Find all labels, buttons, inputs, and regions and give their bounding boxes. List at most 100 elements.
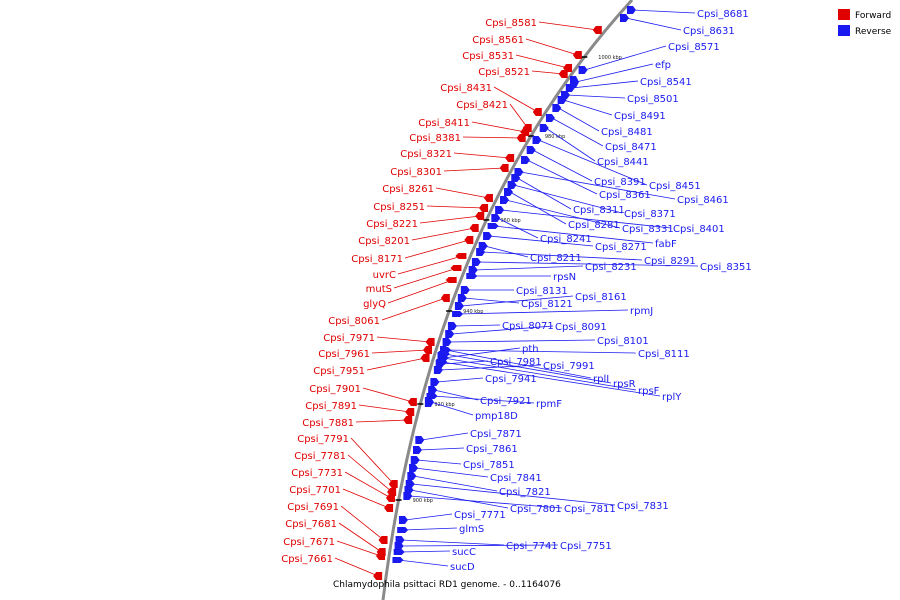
forward-gene-label[interactable]: Cpsi_7881 [302, 418, 354, 429]
forward-gene-label[interactable]: Cpsi_8521 [478, 67, 530, 78]
reverse-gene-Cpsi_8271[interactable] [483, 232, 493, 240]
forward-gene-label[interactable]: Cpsi_7781 [294, 451, 346, 462]
reverse-gene-Cpsi_8311[interactable] [511, 174, 521, 182]
forward-gene-label[interactable]: Cpsi_8061 [328, 316, 380, 327]
reverse-gene-label[interactable]: Cpsi_8071 [502, 321, 554, 332]
reverse-gene-sucD[interactable] [392, 557, 404, 563]
reverse-gene-label[interactable]: rplY [662, 392, 682, 403]
reverse-gene-label[interactable]: Cpsi_7921 [480, 396, 532, 407]
reverse-gene-label[interactable]: rpmJ [630, 306, 653, 317]
forward-gene-label[interactable]: Cpsi_8261 [382, 184, 434, 195]
reverse-gene-Cpsi_8571[interactable] [578, 66, 588, 74]
reverse-gene-Cpsi_8471[interactable] [545, 114, 555, 122]
reverse-gene-Cpsi_8681[interactable] [626, 6, 636, 14]
reverse-gene-sucC[interactable] [393, 549, 405, 555]
reverse-gene-rpsN[interactable] [466, 273, 478, 279]
reverse-gene-label[interactable]: Cpsi_7841 [490, 473, 542, 484]
reverse-gene-label[interactable]: Cpsi_8361 [599, 190, 651, 201]
reverse-gene-label[interactable]: Cpsi_7871 [470, 429, 522, 440]
reverse-gene-label[interactable]: Cpsi_8541 [640, 77, 692, 88]
reverse-gene-label[interactable]: efp [655, 60, 671, 71]
reverse-gene-Cpsi_8101[interactable] [442, 338, 452, 346]
reverse-gene-Cpsi_8451[interactable] [532, 136, 542, 144]
reverse-gene-label[interactable]: Cpsi_8461 [677, 195, 729, 206]
reverse-gene-label[interactable]: Cpsi_8631 [683, 26, 735, 37]
forward-gene-label[interactable]: Cpsi_8201 [358, 236, 410, 247]
reverse-gene-Cpsi_8331[interactable] [499, 196, 509, 204]
reverse-gene-Cpsi_8291[interactable] [476, 248, 486, 256]
reverse-gene-Cpsi_7991[interactable] [433, 366, 443, 374]
reverse-gene-Cpsi_7811[interactable] [403, 492, 413, 500]
reverse-gene-label[interactable]: Cpsi_8091 [555, 322, 607, 333]
forward-gene-label[interactable]: Cpsi_8421 [456, 100, 508, 111]
forward-gene-label[interactable]: Cpsi_7791 [297, 434, 349, 445]
reverse-gene-label[interactable]: rpsR [613, 379, 636, 390]
reverse-gene-Cpsi_7921[interactable] [428, 386, 438, 394]
reverse-gene-label[interactable]: Cpsi_8471 [605, 142, 657, 153]
reverse-gene-label[interactable]: pth [522, 344, 539, 355]
reverse-gene-Cpsi_7861[interactable] [412, 446, 422, 454]
reverse-gene-Cpsi_8361[interactable] [521, 156, 531, 164]
reverse-gene-label[interactable]: Cpsi_7771 [454, 510, 506, 521]
forward-gene-label[interactable]: Cpsi_8381 [409, 133, 461, 144]
reverse-gene-Cpsi_7751[interactable] [394, 542, 404, 550]
forward-gene-label[interactable]: Cpsi_8321 [400, 149, 452, 160]
forward-gene-label[interactable]: Cpsi_7971 [323, 333, 375, 344]
reverse-gene-label[interactable]: Cpsi_7801 [510, 504, 562, 515]
reverse-gene-label[interactable]: Cpsi_8351 [700, 262, 752, 273]
forward-gene-uvrC[interactable] [455, 253, 467, 259]
forward-gene-label[interactable]: Cpsi_8581 [485, 18, 537, 29]
reverse-gene-label[interactable]: Cpsi_8101 [597, 336, 649, 347]
reverse-gene-label[interactable]: Cpsi_7981 [490, 357, 542, 368]
reverse-gene-Cpsi_8131[interactable] [460, 286, 470, 294]
reverse-gene-label[interactable]: Cpsi_8371 [624, 209, 676, 220]
reverse-gene-Cpsi_8441[interactable] [539, 124, 549, 132]
reverse-gene-label[interactable]: Cpsi_8401 [673, 224, 725, 235]
forward-gene-label[interactable]: Cpsi_7731 [291, 468, 343, 479]
reverse-gene-label[interactable]: rplI [593, 374, 609, 385]
reverse-gene-Cpsi_8631[interactable] [619, 14, 629, 22]
reverse-gene-label[interactable]: rpmF [536, 399, 562, 410]
reverse-gene-label[interactable]: Cpsi_7991 [543, 361, 595, 372]
forward-gene-label[interactable]: Cpsi_7951 [313, 366, 365, 377]
reverse-gene-label[interactable]: Cpsi_8311 [573, 205, 625, 216]
forward-gene-label[interactable]: Cpsi_7961 [318, 349, 370, 360]
forward-gene-label[interactable]: Cpsi_8171 [351, 254, 403, 265]
reverse-gene-glmS[interactable] [397, 527, 409, 533]
reverse-gene-Cpsi_8281[interactable] [503, 188, 513, 196]
reverse-gene-label[interactable]: sucD [450, 562, 475, 573]
reverse-gene-Cpsi_8401[interactable] [495, 206, 505, 214]
reverse-gene-label[interactable]: Cpsi_7941 [485, 374, 537, 385]
reverse-gene-Cpsi_8071[interactable] [447, 322, 457, 330]
reverse-gene-label[interactable]: Cpsi_7831 [617, 501, 669, 512]
reverse-gene-Cpsi_7871[interactable] [415, 436, 425, 444]
forward-gene-label[interactable]: Cpsi_8531 [462, 51, 514, 62]
reverse-gene-Cpsi_7841[interactable] [409, 464, 419, 472]
reverse-gene-label[interactable]: Cpsi_8111 [638, 349, 690, 360]
reverse-gene-Cpsi_8161[interactable] [454, 302, 464, 310]
reverse-gene-Cpsi_8241[interactable] [491, 214, 501, 222]
reverse-gene-Cpsi_8351[interactable] [471, 258, 481, 266]
reverse-gene-label[interactable]: Cpsi_8571 [668, 42, 720, 53]
reverse-gene-label[interactable]: Cpsi_7851 [463, 460, 515, 471]
reverse-gene-label[interactable]: rpsF [638, 386, 660, 397]
reverse-gene-Cpsi_8391[interactable] [526, 146, 536, 154]
reverse-gene-label[interactable]: Cpsi_8451 [649, 181, 701, 192]
reverse-gene-label[interactable]: pmp18D [475, 411, 518, 422]
reverse-gene-label[interactable]: Cpsi_8161 [575, 292, 627, 303]
reverse-gene-label[interactable]: Cpsi_8391 [594, 177, 646, 188]
reverse-gene-Cpsi_8371[interactable] [507, 181, 517, 189]
forward-gene-label[interactable]: Cpsi_8561 [472, 35, 524, 46]
reverse-gene-fabF[interactable] [487, 223, 499, 229]
forward-gene-label[interactable]: Cpsi_7681 [285, 519, 337, 530]
reverse-gene-Cpsi_8541[interactable] [565, 84, 575, 92]
reverse-gene-label[interactable]: Cpsi_8441 [597, 157, 649, 168]
forward-gene-label[interactable]: Cpsi_8411 [418, 118, 470, 129]
reverse-gene-label[interactable]: Cpsi_8231 [585, 262, 637, 273]
forward-gene-label[interactable]: Cpsi_8301 [390, 167, 442, 178]
forward-gene-label[interactable]: Cpsi_7891 [305, 401, 357, 412]
reverse-gene-rpmJ[interactable] [452, 311, 464, 317]
reverse-gene-label[interactable]: sucC [452, 547, 476, 558]
reverse-gene-label[interactable]: Cpsi_8501 [627, 94, 679, 105]
reverse-gene-pmp18D[interactable] [424, 397, 434, 407]
